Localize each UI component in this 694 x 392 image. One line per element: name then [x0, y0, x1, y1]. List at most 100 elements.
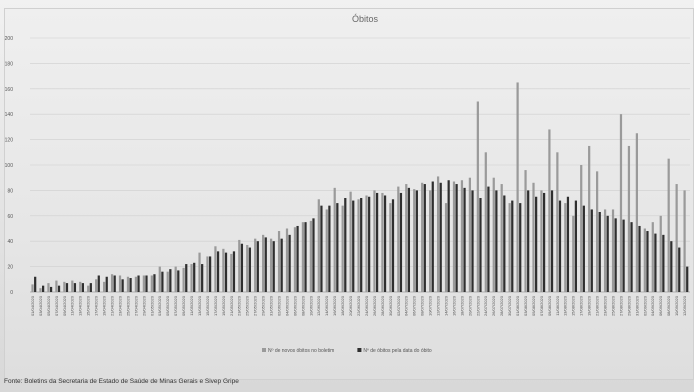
bar-novos-obitos — [325, 209, 328, 292]
bar-novos-obitos — [452, 181, 456, 292]
x-tick-label: 08/06/2020 — [300, 295, 305, 316]
bar-obitos-data — [272, 241, 275, 292]
bar-novos-obitos — [492, 177, 495, 292]
x-tick-label: 05/08/2020 — [531, 295, 536, 316]
bar-novos-obitos — [55, 280, 58, 292]
x-tick-label: 07/04/2020 — [54, 295, 59, 316]
bar-obitos-data — [383, 195, 387, 292]
bar-novos-obitos — [365, 195, 368, 292]
x-tick-label: 03/05/2020 — [157, 295, 162, 316]
bar-obitos-data — [670, 241, 673, 292]
x-tick-label: 10/06/2020 — [308, 295, 313, 316]
bar-novos-obitos — [301, 222, 305, 292]
bar-novos-obitos — [659, 215, 662, 292]
x-tick-label: 27/05/2020 — [253, 295, 258, 316]
bar-obitos-data — [487, 186, 490, 292]
bar-obitos-data — [224, 252, 228, 292]
bar-obitos-data — [550, 190, 554, 292]
bar-obitos-data — [455, 184, 458, 292]
x-tick-label: 09/08/2020 — [547, 295, 552, 316]
bar-novos-obitos — [413, 189, 416, 292]
bar-novos-obitos — [166, 271, 169, 292]
bar-novos-obitos — [381, 192, 384, 292]
x-tick-label: 17/08/2020 — [579, 295, 584, 316]
x-tick-label: 02/09/2020 — [642, 295, 647, 316]
bar-obitos-data — [336, 203, 339, 292]
bar-novos-obitos — [317, 199, 320, 292]
x-tick-label: 17/05/2020 — [213, 295, 218, 316]
x-tick-label: 22/07/2020 — [475, 295, 480, 316]
bar-obitos-data — [407, 187, 411, 292]
x-tick-label: 13/05/2020 — [197, 295, 202, 316]
bar-obitos-data — [264, 237, 267, 292]
x-tick-label: 19/05/2020 — [221, 295, 226, 316]
bar-novos-obitos — [230, 253, 233, 292]
bar-novos-obitos — [31, 284, 34, 292]
bar-novos-obitos — [421, 182, 424, 292]
bar-obitos-data — [614, 218, 617, 292]
bar-obitos-data — [328, 205, 331, 292]
x-tick-label: 26/07/2020 — [491, 295, 496, 316]
bar-obitos-data — [65, 283, 69, 292]
bar-obitos-data — [519, 203, 522, 292]
x-tick-label: 18/07/2020 — [459, 295, 464, 316]
bar-obitos-data — [280, 238, 283, 292]
legend-label: Nº de óbitos pela data do óbito — [363, 348, 431, 354]
x-tick-label: 04/07/2020 — [404, 295, 409, 316]
bar-novos-obitos — [683, 190, 686, 292]
x-tick-label: 24/07/2020 — [483, 295, 488, 316]
x-tick-label: 20/06/2020 — [348, 295, 353, 316]
bar-novos-obitos — [548, 129, 551, 292]
bar-novos-obitos — [580, 165, 583, 292]
legend-label: Nº de novos óbitos no boletim — [268, 348, 334, 354]
bar-obitos-data — [73, 283, 77, 292]
bar-novos-obitos — [293, 227, 297, 292]
bar-novos-obitos — [150, 275, 153, 292]
bar-obitos-data — [368, 196, 371, 292]
x-tick-label: 29/05/2020 — [261, 295, 266, 316]
x-tick-label: 29/08/2020 — [626, 295, 631, 316]
bar-novos-obitos — [627, 145, 631, 292]
bar-novos-obitos — [508, 203, 511, 292]
x-tick-label: 06/06/2020 — [292, 295, 297, 316]
bar-obitos-data — [678, 247, 681, 292]
bar-novos-obitos — [269, 238, 273, 292]
bar-novos-obitos — [389, 203, 392, 292]
x-tick-label: 25/08/2020 — [610, 295, 615, 316]
x-tick-label: 21/04/2020 — [109, 295, 114, 316]
bar-novos-obitos — [63, 281, 66, 292]
bar-novos-obitos — [588, 145, 591, 292]
x-tick-label: 01/05/2020 — [149, 295, 154, 316]
bar-obitos-data — [296, 225, 299, 292]
bar-novos-obitos — [635, 133, 638, 292]
bar-novos-obitos — [349, 191, 352, 292]
bar-obitos-data — [630, 222, 633, 292]
bar-novos-obitos — [460, 180, 464, 292]
bar-novos-obitos — [222, 248, 225, 292]
bar-obitos-data — [511, 200, 514, 292]
bar-obitos-data — [391, 199, 395, 292]
bar-obitos-data — [193, 262, 196, 292]
bar-novos-obitos — [603, 209, 607, 292]
y-tick-label: 60 — [7, 214, 13, 220]
bar-obitos-data — [344, 198, 347, 292]
x-tick-label: 02/07/2020 — [396, 295, 401, 316]
bar-novos-obitos — [309, 220, 312, 292]
x-tick-label: 30/06/2020 — [388, 295, 393, 316]
bar-novos-obitos — [254, 238, 257, 292]
x-tick-label: 08/07/2020 — [420, 295, 425, 316]
bar-novos-obitos — [436, 176, 440, 292]
bar-obitos-data — [447, 180, 450, 292]
bar-obitos-data — [81, 283, 84, 292]
bar-novos-obitos — [476, 101, 479, 292]
x-tick-label: 28/07/2020 — [499, 295, 504, 316]
bar-novos-obitos — [79, 281, 82, 292]
x-tick-label: 23/04/2020 — [117, 295, 122, 316]
x-tick-label: 01/08/2020 — [515, 295, 520, 316]
bar-obitos-data — [121, 279, 124, 292]
y-tick-label: 80 — [7, 188, 13, 194]
x-tick-label: 07/08/2020 — [539, 295, 544, 316]
bar-novos-obitos — [71, 280, 74, 292]
bar-novos-obitos — [174, 266, 177, 292]
